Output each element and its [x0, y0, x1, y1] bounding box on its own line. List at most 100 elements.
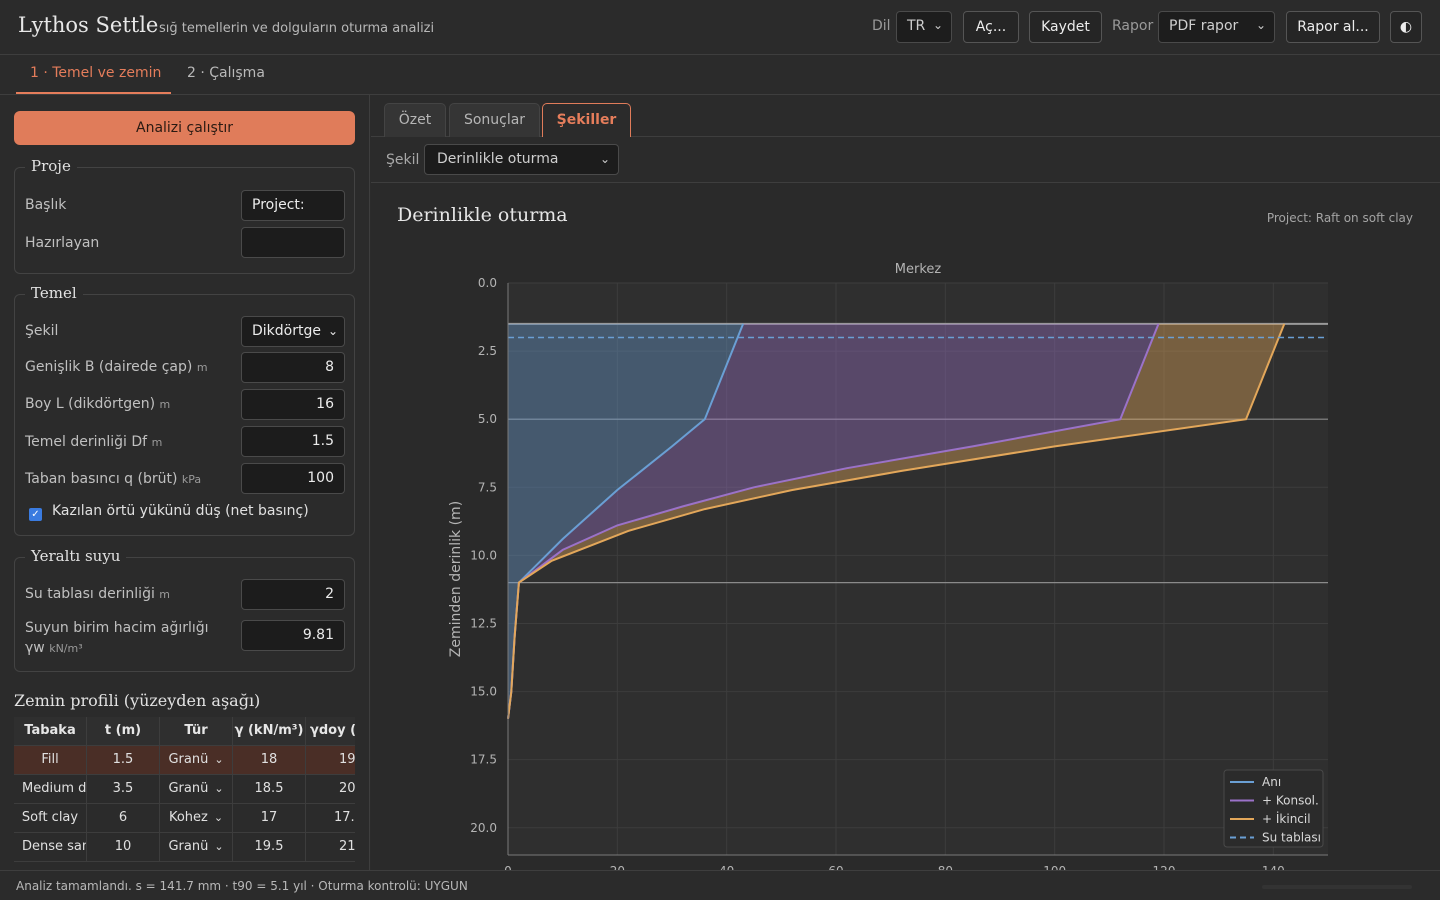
progress-bar: [1262, 885, 1412, 889]
table-row[interactable]: Dense sand 10 Granü⌄ 19.5 21: [14, 833, 355, 862]
figure-label: Şekil: [386, 152, 420, 168]
col-type: Tür: [160, 717, 233, 746]
chevron-down-icon: ⌄: [213, 811, 224, 824]
ani-band: [508, 323, 744, 719]
soil-profile-title: Zemin profili (yüzeyden aşağı): [14, 691, 261, 710]
x-tick-label: 60: [828, 864, 843, 870]
figure-selector-row: Şekil Derinlikle oturma ⌄: [371, 137, 1440, 183]
y-tick-label: 0.0: [478, 276, 497, 290]
status-text: Analiz tamamlandı. s = 141.7 mm · t90 = …: [16, 879, 468, 893]
language-select[interactable]: TR ⌄: [896, 11, 952, 43]
y-tick-label: 20.0: [470, 821, 497, 835]
pressure-input[interactable]: 100: [241, 463, 345, 494]
top-bar: Lythos Settle sığ temellerin ve dolgular…: [0, 0, 1440, 55]
depth-label: Temel derinliği Df m: [25, 434, 163, 450]
width-input[interactable]: 8: [241, 352, 345, 383]
table-row[interactable]: Fill 1.5 Granü ⌄ 18 19: [14, 746, 355, 775]
input-panel: Analizi çalıştır Proje Başlık Project: R…: [0, 95, 370, 870]
tab-figures[interactable]: Şekiller: [542, 103, 631, 137]
water-unit-weight-label: Suyun birim hacim ağırlığı γw kN/m³: [25, 620, 209, 656]
groundwater-legend: Yeraltı suyu: [25, 547, 127, 565]
foundation-fieldset: Temel Şekil Dikdörtge ⌄ Genişlik B (daire…: [14, 284, 355, 536]
x-tick-label: 40: [719, 864, 734, 870]
tab-summary[interactable]: Özet: [384, 103, 446, 137]
y-tick-label: 7.5: [478, 480, 497, 494]
legend-label: + Konsol.: [1262, 794, 1319, 808]
x-tick-label: 120: [1153, 864, 1176, 870]
open-button[interactable]: Aç...: [963, 11, 1019, 43]
figure-select[interactable]: Derinlikle oturma ⌄: [424, 144, 619, 175]
result-tabs: Özet Sonuçlar Şekiller: [371, 95, 1440, 137]
groundwater-fieldset: Yeraltı suyu Su tablası derinliği m 2 Su…: [14, 547, 355, 672]
tab-study[interactable]: 2 · Çalışma: [187, 65, 265, 81]
length-label: Boy L (dikdörtgen) m: [25, 396, 171, 412]
konsol-band: [508, 323, 1159, 719]
x-tick-label: 20: [610, 864, 625, 870]
title-input[interactable]: Project: Raft: [241, 190, 345, 242]
ikincil-band: [508, 323, 1285, 719]
chevron-down-icon: ⌄: [599, 152, 610, 166]
language-label: Dil: [872, 18, 891, 34]
chevron-down-icon: ⌄: [327, 324, 338, 338]
x-tick-label: 140: [1262, 864, 1285, 870]
shape-select[interactable]: Dikdörtge ⌄: [241, 316, 345, 347]
report-format-select[interactable]: PDF rapor ⌄: [1158, 11, 1275, 43]
table-row[interactable]: Soft clay 6 Kohez⌄ 17 17.5: [14, 804, 355, 833]
chevron-down-icon: ⌄: [214, 840, 224, 853]
y-tick-label: 17.5: [470, 753, 497, 767]
x-tick-label: 0: [504, 864, 512, 870]
col-layer: Tabaka: [14, 717, 87, 746]
checkmark-icon: ✓: [29, 508, 42, 521]
main-tabs: 1 · Temel ve zemin 2 · Çalışma: [0, 55, 1440, 95]
x-tick-label: 80: [938, 864, 953, 870]
app-title: Lythos Settle: [18, 13, 159, 37]
shape-label: Şekil: [25, 323, 59, 339]
save-button[interactable]: Kaydet: [1029, 11, 1102, 43]
soil-profile-table: Tabaka t (m) Tür γ (kN/m³) γdoy (kN/m³) …: [14, 717, 355, 865]
x-tick-label: 100: [1043, 864, 1066, 870]
chevron-down-icon: ⌄: [214, 753, 224, 766]
status-bar: Analiz tamamlandı. s = 141.7 mm · t90 = …: [0, 870, 1440, 900]
chevron-down-icon: ⌄: [1255, 18, 1266, 32]
prepared-by-label: Hazırlayan: [25, 235, 100, 251]
figure-title: Derinlikle oturma: [397, 204, 568, 226]
prepared-by-input[interactable]: [241, 227, 345, 258]
depth-input[interactable]: 1.5: [241, 426, 345, 457]
water-unit-weight-input[interactable]: 9.81: [241, 620, 345, 651]
net-pressure-checkbox[interactable]: ✓ Kazılan örtü yükünü düş (net basınç): [29, 503, 309, 521]
y-tick-label: 2.5: [478, 344, 497, 358]
col-gamma-sat: γdoy (kN/m³): [306, 717, 355, 746]
settlement-depth-chart: 0 20 40 60 80 100 120 140 0.0 2.5 5.0 7.5 10.0 12.5 15…: [448, 262, 1328, 870]
water-table-input[interactable]: 2: [241, 579, 345, 610]
legend-label: Anı: [1262, 775, 1281, 789]
project-fieldset: Proje Başlık Project: Raft Hazırlayan: [14, 157, 355, 274]
y-tick-label: 10.0: [470, 548, 497, 562]
title-label: Başlık: [25, 197, 67, 213]
legend-label: + İkincil: [1262, 811, 1311, 826]
legend-label: Su tablası: [1262, 831, 1321, 845]
table-row[interactable]: Medium dense sand 3.5 Granü⌄ 18.5 20: [14, 775, 355, 804]
chevron-down-icon: ⌄: [932, 18, 943, 32]
chevron-down-icon: ⌄: [214, 782, 224, 795]
y-tick-label: 5.0: [478, 412, 497, 426]
theme-toggle-button[interactable]: ◐: [1390, 11, 1422, 43]
y-tick-label: 15.0: [470, 685, 497, 699]
run-analysis-button[interactable]: Analizi çalıştır: [14, 111, 355, 145]
figure-area: Derinlikle oturma Project: Raft on soft …: [371, 183, 1440, 870]
foundation-legend: Temel: [25, 284, 83, 302]
contrast-icon: ◐: [1399, 19, 1413, 35]
col-gamma: γ (kN/m³): [233, 717, 306, 746]
pressure-label: Taban basıncı q (brüt) kPa: [25, 471, 202, 487]
col-thickness: t (m): [87, 717, 160, 746]
y-axis-label: Zeminden derinlik (m): [448, 501, 464, 657]
table-header: Tabaka t (m) Tür γ (kN/m³) γdoy (kN/m³): [14, 717, 355, 746]
legend-box: [1223, 769, 1324, 848]
tab-results[interactable]: Sonuçlar: [449, 103, 540, 137]
chart-title: Merkez: [895, 262, 942, 277]
tab-foundation-soil[interactable]: 1 · Temel ve zemin: [16, 55, 171, 94]
app-subtitle: sığ temellerin ve dolguların oturma anal…: [159, 21, 435, 36]
get-report-button[interactable]: Rapor al...: [1286, 11, 1380, 43]
figure-project-name: Project: Raft on soft clay: [1266, 211, 1413, 225]
width-label: Genişlik B (dairede çap) m: [25, 359, 208, 375]
length-input[interactable]: 16: [241, 389, 345, 420]
